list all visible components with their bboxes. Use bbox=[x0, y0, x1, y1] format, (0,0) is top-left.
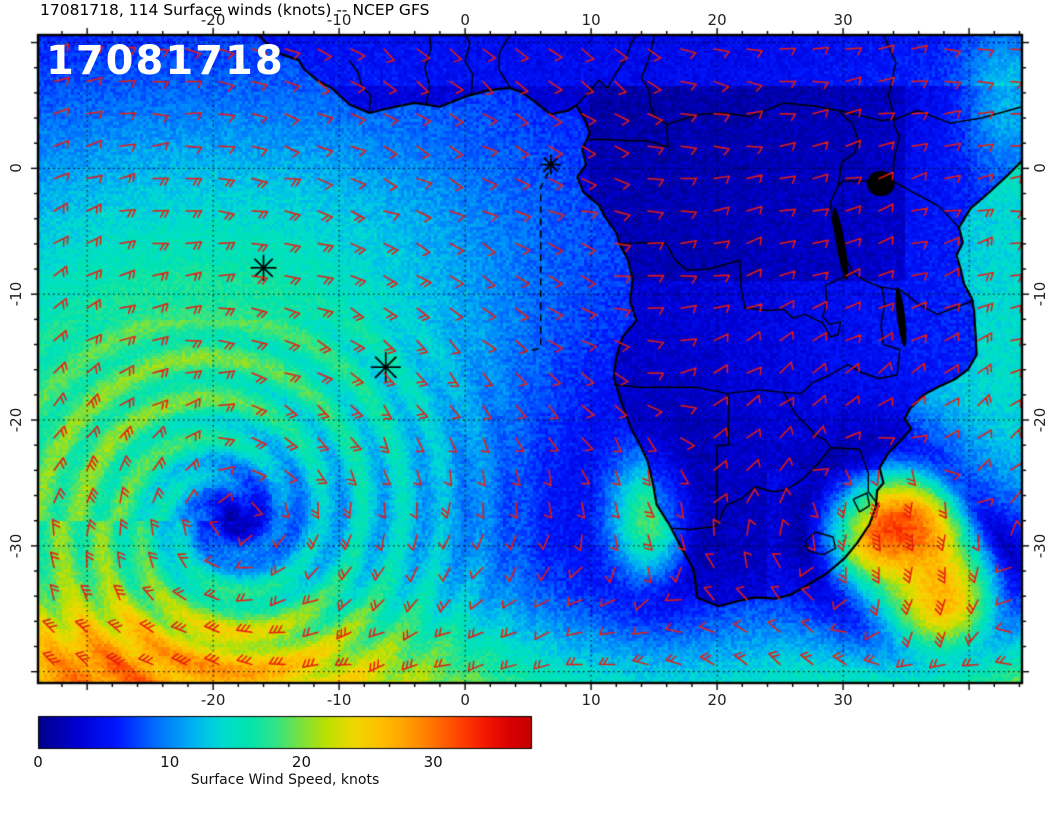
lon-tick-label-bottom: 10 bbox=[581, 691, 601, 709]
colorbar-title: Surface Wind Speed, knots bbox=[190, 772, 380, 788]
colorbar-tick-label: 10 bbox=[160, 753, 180, 771]
run-timestamp-overlay: 17081718 bbox=[46, 38, 285, 84]
plot-title: 17081718, 114 Surface winds (knots) -- N… bbox=[40, 1, 430, 19]
lon-tick-label-bottom: -20 bbox=[200, 691, 226, 709]
colorbar-tick-label: 30 bbox=[423, 753, 443, 771]
lon-tick-label-top: 30 bbox=[833, 11, 853, 29]
lon-tick-label-bottom: 30 bbox=[833, 691, 853, 709]
colorbar-tick-label: 20 bbox=[291, 753, 311, 771]
lat-tick-label-right: -10 bbox=[1031, 281, 1049, 307]
lon-tick-label-top: -10 bbox=[326, 11, 352, 29]
lat-tick-label-right: 0 bbox=[1031, 163, 1049, 174]
lat-tick-label-left: -10 bbox=[7, 281, 25, 307]
lat-tick-label-right: -20 bbox=[1031, 407, 1049, 433]
lon-tick-label-top: 10 bbox=[581, 11, 601, 29]
lat-tick-label-right: -30 bbox=[1031, 533, 1049, 559]
lon-tick-label-bottom: 0 bbox=[460, 691, 470, 709]
lat-tick-label-left: -20 bbox=[7, 407, 25, 433]
lon-tick-label-top: -20 bbox=[200, 11, 226, 29]
lat-tick-label-left: 0 bbox=[7, 163, 25, 174]
colorbar-tick-label: 0 bbox=[33, 753, 43, 771]
lat-tick-label-left: -30 bbox=[7, 533, 25, 559]
lon-tick-label-bottom: -10 bbox=[326, 691, 352, 709]
lon-tick-label-bottom: 20 bbox=[707, 691, 727, 709]
lon-tick-label-top: 0 bbox=[460, 11, 470, 29]
lon-tick-label-top: 20 bbox=[707, 11, 727, 29]
